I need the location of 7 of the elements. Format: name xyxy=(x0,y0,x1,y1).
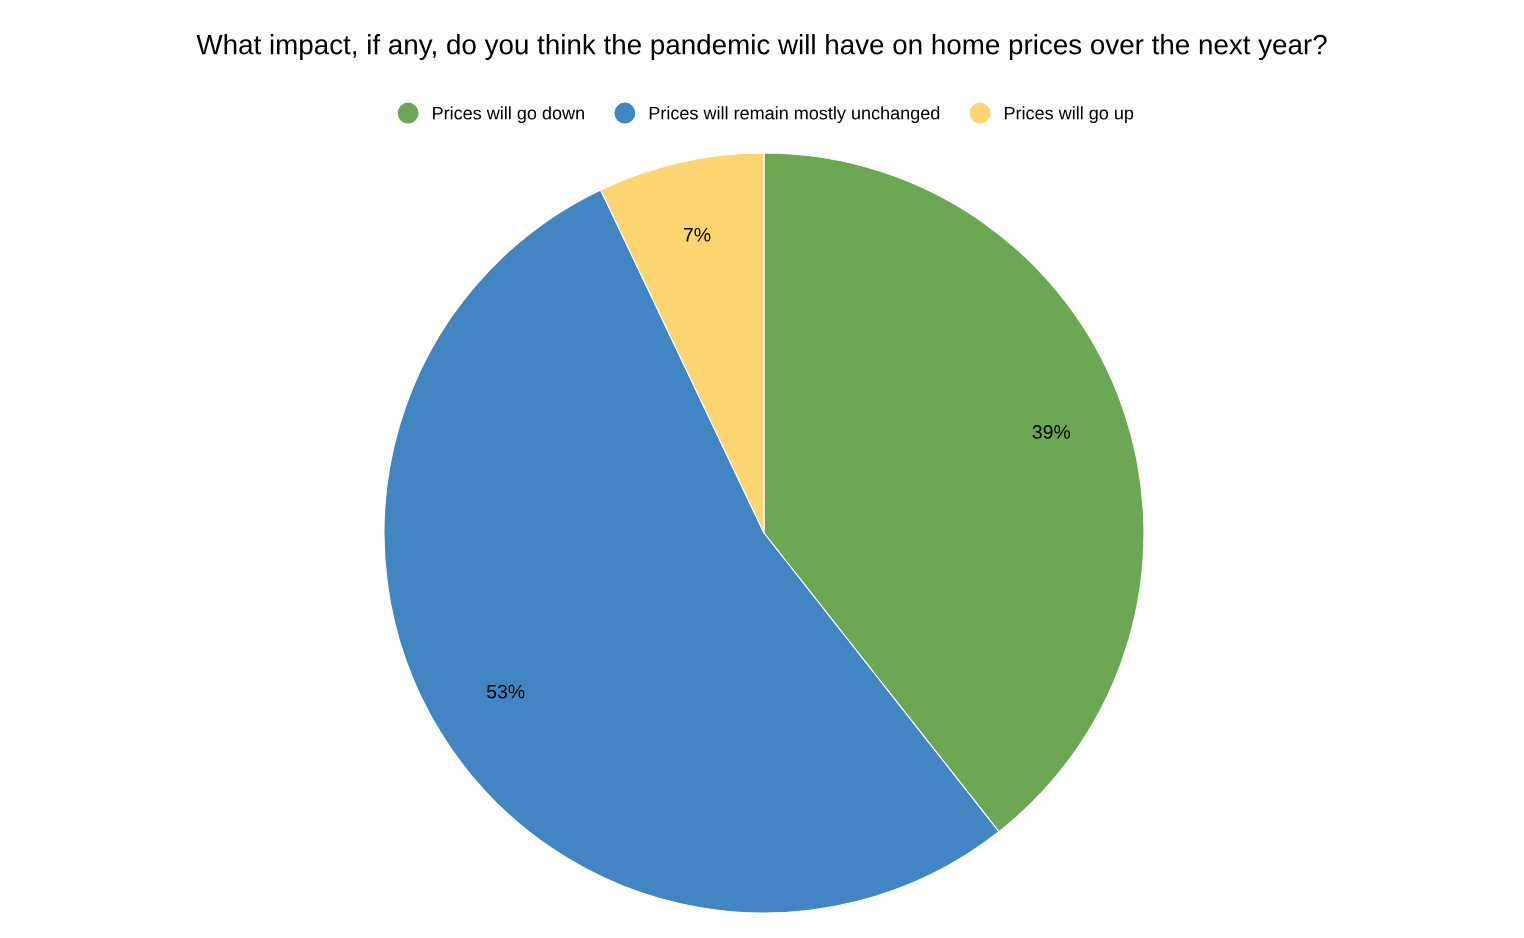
legend-label: Prices will remain mostly unchanged xyxy=(649,106,940,124)
legend-label: Prices will go up xyxy=(1004,106,1134,124)
chart-title: What impact, if any, do you think the pandemic will have on home prices over the next year? xyxy=(196,34,1327,60)
data-label: 53% xyxy=(487,684,525,699)
data-label: 39% xyxy=(1032,425,1071,439)
legend-label: Prices will go down xyxy=(433,106,584,124)
data-label: 7% xyxy=(683,228,711,242)
